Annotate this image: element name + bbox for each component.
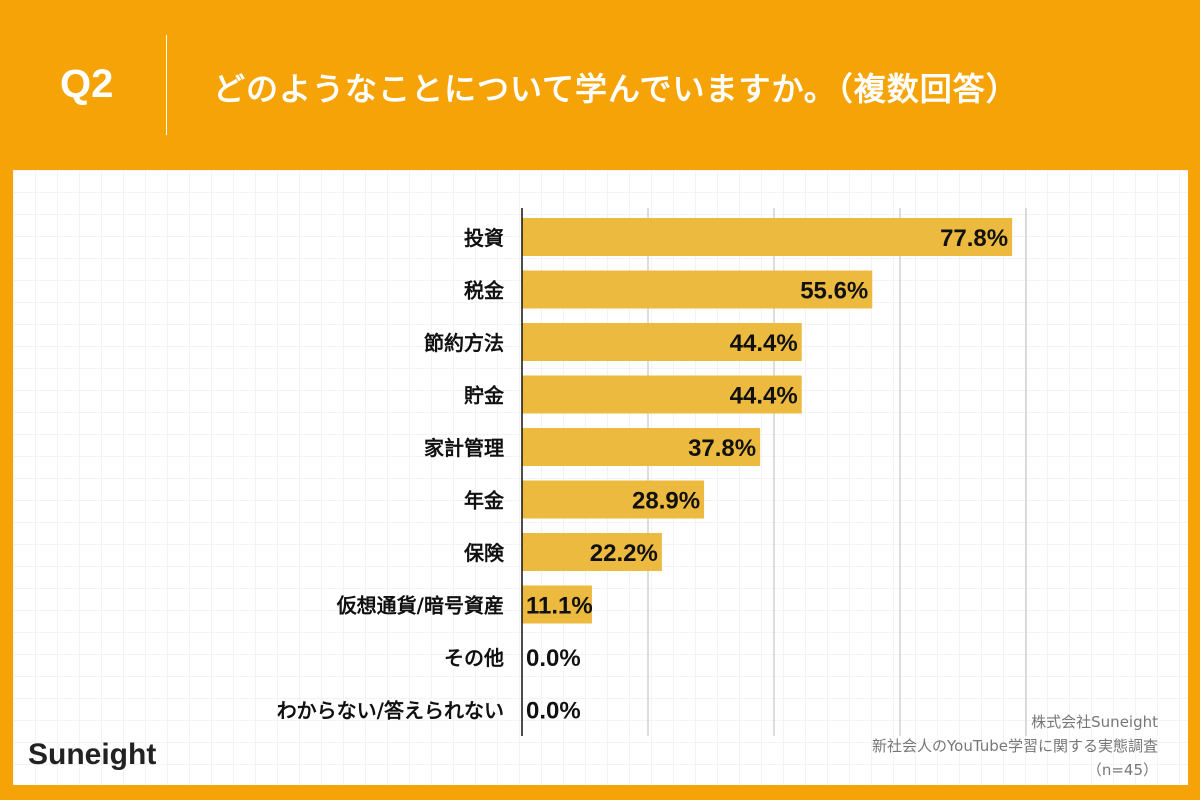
- category-label: 税金: [464, 279, 505, 303]
- bar: [522, 270, 873, 309]
- value-label: 0.0%: [526, 698, 581, 725]
- bar: [522, 480, 705, 519]
- category-label: 年金: [464, 489, 505, 513]
- category-label: 貯金: [464, 384, 505, 408]
- value-label: 77.8%: [940, 225, 1008, 252]
- value-label: 11.1%: [526, 593, 593, 620]
- value-label: 55.6%: [800, 278, 868, 305]
- source-line: 株式会社Suneight: [1031, 713, 1158, 731]
- source-note: 株式会社Suneight 新社会人のYouTube学習に関する実態調査 （n=4…: [872, 710, 1158, 782]
- category-label: 節約方法: [424, 331, 504, 355]
- category-label: 家計管理: [424, 436, 504, 460]
- value-label: 22.2%: [590, 540, 658, 567]
- bar: [522, 375, 802, 414]
- question-number: Q2: [60, 62, 114, 106]
- category-label: その他: [444, 646, 504, 670]
- bar: [522, 585, 592, 624]
- value-label: 37.8%: [688, 435, 756, 462]
- category-label: 投資: [464, 226, 504, 250]
- chart-panel: [13, 170, 1188, 785]
- bar: [522, 218, 1013, 256]
- source-line: （n=45）: [1086, 761, 1158, 779]
- category-label: わからない/答えられない: [277, 699, 504, 723]
- value-label: 44.4%: [730, 330, 798, 357]
- category-label: 保険: [463, 541, 505, 565]
- chart-title: どのようなことについて学んでいますか。（複数回答）: [213, 70, 1019, 108]
- bar: [522, 533, 662, 571]
- logo: Suneight: [28, 738, 157, 771]
- bar: [522, 323, 802, 361]
- value-label: 28.9%: [632, 488, 700, 515]
- bar: [522, 428, 761, 466]
- value-label: 44.4%: [730, 383, 798, 410]
- category-label: 仮想通貨/暗号資産: [336, 594, 504, 618]
- source-line: 新社会人のYouTube学習に関する実態調査: [872, 737, 1158, 755]
- header-divider: [166, 35, 167, 135]
- value-label: 0.0%: [526, 645, 581, 672]
